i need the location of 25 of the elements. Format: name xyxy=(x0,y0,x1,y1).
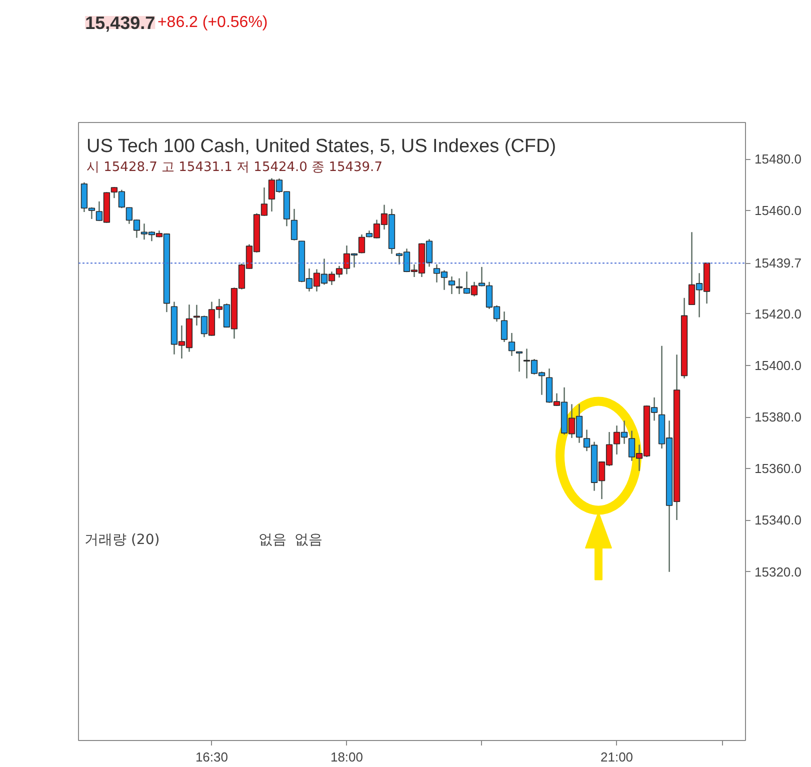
annotation: 없음 xyxy=(258,532,286,548)
x-tick-label: 16:30 xyxy=(195,750,228,764)
annotation: 없음 xyxy=(294,532,322,548)
candlestick xyxy=(508,332,516,357)
text: 15,439.7 xyxy=(85,13,156,33)
candlestick xyxy=(290,208,298,241)
y-tick-label: 15460.0 xyxy=(754,203,802,218)
y-tick-label: 15380.0 xyxy=(754,410,802,425)
text: +86.2 (+0.56%) xyxy=(157,14,268,31)
y-tick-label: 15360.0 xyxy=(754,461,802,476)
y-tick-label: 15340.0 xyxy=(754,512,802,528)
text: US Tech 100 Cash, United States, 5, US Indexes (CFD) xyxy=(86,136,556,157)
ref-line-label: 15439.7 xyxy=(754,256,802,271)
candlestick xyxy=(448,276,456,295)
y-tick-label: 15480.0 xyxy=(754,152,802,167)
y-tick-label: 15400.0 xyxy=(754,358,802,373)
y-tick-label: 15320.0 xyxy=(754,564,802,580)
y-tick-label: 15420.0 xyxy=(754,306,802,322)
x-tick-label: 18:00 xyxy=(330,750,364,764)
candlestick xyxy=(516,350,523,372)
candlestick xyxy=(358,234,366,254)
annotation: 거래량 (20) xyxy=(84,532,160,548)
x-tick-label: 21:00 xyxy=(600,750,634,764)
candlestick xyxy=(500,310,508,343)
text: 시 15428.7 고 15431.1 저 15424.0 종 15439.7 xyxy=(86,160,382,175)
